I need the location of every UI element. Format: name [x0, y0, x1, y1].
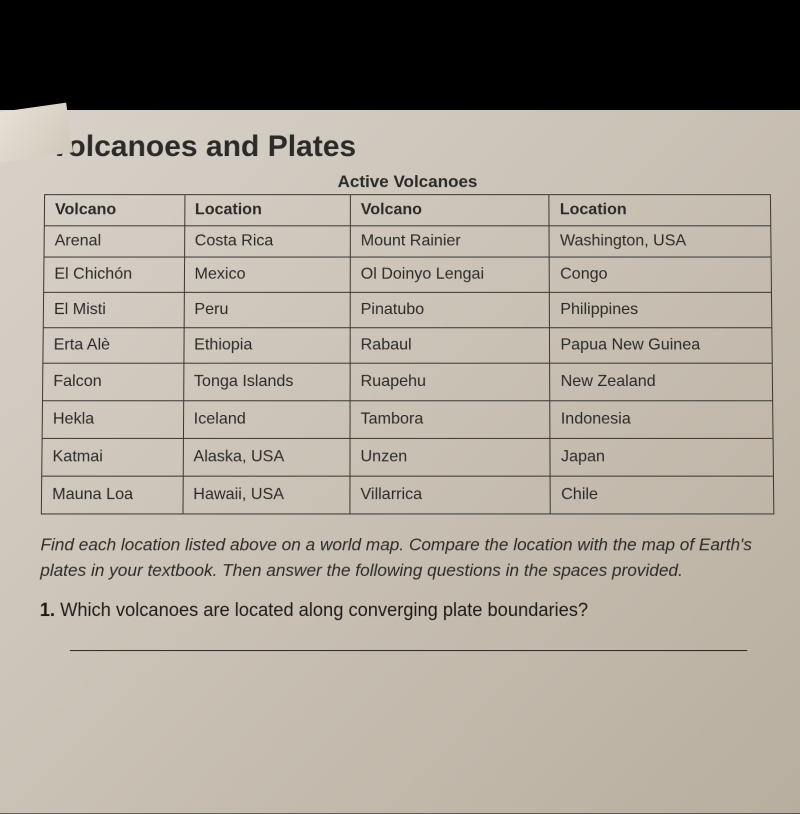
table-row: Erta Alè Ethiopia Rabaul Papua New Guine…	[43, 328, 772, 363]
cell-location: Iceland	[183, 401, 350, 439]
cell-location: Papua New Guinea	[550, 328, 772, 363]
cell-volcano: Mount Rainier	[350, 226, 549, 257]
cell-volcano: Villarrica	[350, 476, 551, 514]
cell-location: Japan	[550, 438, 773, 476]
cell-location: Tonga Islands	[183, 363, 350, 401]
cell-volcano: Ol Doinyo Lengai	[350, 257, 550, 292]
table-row: Katmai Alaska, USA Unzen Japan	[42, 438, 774, 476]
cell-location: Alaska, USA	[183, 438, 350, 476]
cell-volcano: Katmai	[42, 438, 183, 476]
cell-location: Mexico	[184, 257, 350, 292]
volcanoes-table: Volcano Location Volcano Location Arenal…	[41, 194, 775, 514]
table-row: El Misti Peru Pinatubo Philippines	[43, 292, 772, 327]
cell-location: Ethiopia	[183, 328, 350, 363]
cell-volcano: Rabaul	[350, 328, 550, 363]
cell-location: Hawaii, USA	[183, 476, 350, 514]
header-volcano-1: Volcano	[44, 195, 184, 226]
question-number: 1.	[40, 600, 55, 621]
cell-volcano: Hekla	[42, 401, 183, 439]
cell-volcano: El Misti	[43, 292, 184, 327]
instructions-text: Find each location listed above on a wor…	[40, 533, 775, 584]
table-row: Hekla Iceland Tambora Indonesia	[42, 401, 773, 439]
cell-volcano: Falcon	[43, 363, 184, 401]
question-text: Which volcanoes are located along conver…	[60, 600, 588, 621]
cell-volcano: Pinatubo	[350, 292, 550, 327]
cell-location: Costa Rica	[184, 226, 350, 257]
table-row: Falcon Tonga Islands Ruapehu New Zealand	[43, 363, 773, 401]
page-title: Volcanoes and Plates	[49, 130, 770, 164]
table-row: Mauna Loa Hawaii, USA Villarrica Chile	[41, 476, 774, 514]
answer-blank-line	[70, 650, 748, 651]
cell-location: Indonesia	[550, 401, 773, 439]
header-location-1: Location	[184, 195, 350, 226]
cell-volcano: El Chichón	[44, 257, 185, 292]
cell-location: New Zealand	[550, 363, 773, 401]
cell-location: Peru	[184, 292, 350, 327]
table-row: Arenal Costa Rica Mount Rainier Washingt…	[44, 226, 771, 257]
table-header-row: Volcano Location Volcano Location	[44, 195, 770, 226]
cell-location: Congo	[549, 257, 771, 292]
cell-volcano: Erta Alè	[43, 328, 184, 363]
header-location-2: Location	[549, 195, 771, 226]
cell-volcano: Mauna Loa	[41, 476, 182, 514]
cell-volcano: Arenal	[44, 226, 184, 257]
header-volcano-2: Volcano	[350, 195, 549, 226]
table-row: El Chichón Mexico Ol Doinyo Lengai Congo	[44, 257, 772, 292]
cell-location: Philippines	[550, 292, 772, 327]
table-caption: Active Volcanoes	[44, 172, 771, 192]
cell-volcano: Unzen	[350, 438, 551, 476]
worksheet-page: Volcanoes and Plates Active Volcanoes Vo…	[0, 110, 800, 814]
question-1: 1. Which volcanoes are located along con…	[40, 600, 776, 622]
cell-volcano: Ruapehu	[350, 363, 550, 401]
cell-location: Washington, USA	[549, 226, 771, 257]
cell-volcano: Tambora	[350, 401, 550, 439]
cell-location: Chile	[550, 476, 773, 514]
